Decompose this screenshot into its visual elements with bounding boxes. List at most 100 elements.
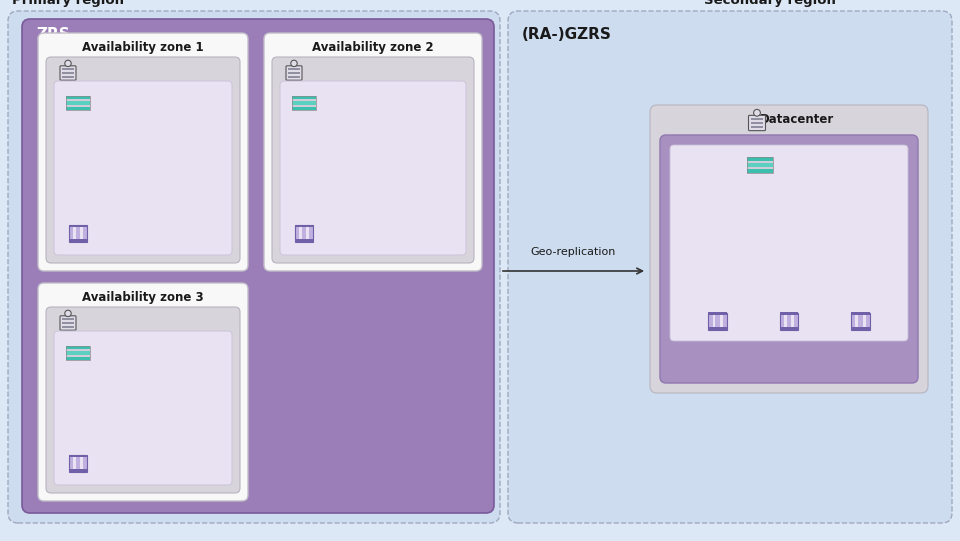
Text: Account: Account: [332, 108, 374, 118]
Bar: [66, 101, 89, 105]
Bar: [794, 315, 799, 327]
Bar: [292, 96, 316, 110]
Bar: [288, 72, 300, 74]
Text: LRS: LRS: [672, 143, 702, 157]
Bar: [69, 227, 73, 239]
Bar: [69, 457, 73, 469]
Bar: [66, 96, 89, 100]
Bar: [301, 227, 306, 239]
Bar: [858, 315, 862, 327]
Text: Datacenter: Datacenter: [344, 65, 419, 78]
Bar: [62, 326, 74, 328]
Bar: [715, 315, 720, 327]
FancyBboxPatch shape: [272, 57, 474, 263]
Bar: [748, 169, 774, 173]
Bar: [866, 315, 870, 327]
Bar: [62, 76, 74, 78]
Bar: [66, 107, 89, 110]
Bar: [76, 227, 80, 239]
Bar: [76, 457, 80, 469]
Text: Secondary region: Secondary region: [704, 0, 836, 7]
FancyBboxPatch shape: [60, 316, 76, 330]
Bar: [66, 100, 89, 101]
Bar: [62, 318, 74, 320]
FancyBboxPatch shape: [54, 81, 232, 255]
FancyBboxPatch shape: [670, 145, 908, 341]
Text: Copy 1: Copy 1: [106, 223, 142, 233]
Text: Account: Account: [106, 108, 148, 118]
Text: Storage: Storage: [106, 347, 147, 357]
Text: Account: Account: [808, 170, 851, 180]
Text: Storage: Storage: [332, 97, 372, 107]
Bar: [66, 357, 89, 360]
Bar: [66, 355, 89, 357]
Bar: [723, 315, 727, 327]
Bar: [62, 72, 74, 74]
Bar: [751, 122, 763, 124]
Bar: [780, 313, 799, 315]
Bar: [748, 163, 774, 167]
Text: Storage: Storage: [808, 159, 849, 169]
Text: Availability zone 3: Availability zone 3: [83, 291, 204, 304]
Bar: [292, 105, 316, 107]
Text: Datacenter: Datacenter: [114, 315, 188, 328]
FancyBboxPatch shape: [60, 66, 76, 80]
Text: Primary region: Primary region: [12, 0, 124, 7]
Bar: [66, 346, 89, 360]
FancyBboxPatch shape: [280, 81, 466, 255]
Bar: [69, 225, 87, 227]
Bar: [852, 327, 870, 329]
Bar: [66, 346, 89, 349]
Bar: [292, 100, 316, 101]
Bar: [69, 225, 87, 241]
Bar: [780, 315, 784, 327]
Text: Availability zone 1: Availability zone 1: [83, 41, 204, 54]
Bar: [780, 313, 799, 329]
Bar: [295, 227, 299, 239]
Text: Copy 2: Copy 2: [332, 223, 369, 233]
Bar: [66, 105, 89, 107]
Text: Copy 2: Copy 2: [771, 289, 807, 299]
Bar: [66, 351, 89, 355]
Circle shape: [64, 310, 71, 316]
Bar: [69, 239, 87, 241]
Bar: [852, 313, 870, 315]
Text: Storage: Storage: [106, 97, 147, 107]
Bar: [62, 322, 74, 324]
Bar: [748, 157, 774, 161]
Text: Geo-replication: Geo-replication: [531, 247, 616, 257]
FancyBboxPatch shape: [286, 66, 302, 80]
Text: Copy 3: Copy 3: [842, 289, 878, 299]
FancyBboxPatch shape: [22, 19, 494, 513]
FancyBboxPatch shape: [46, 307, 240, 493]
Bar: [787, 315, 791, 327]
Bar: [748, 157, 774, 173]
Bar: [309, 227, 313, 239]
Bar: [708, 313, 727, 315]
Bar: [852, 315, 855, 327]
Bar: [295, 225, 313, 227]
Bar: [84, 227, 87, 239]
FancyBboxPatch shape: [749, 115, 765, 130]
Bar: [751, 118, 763, 120]
Bar: [292, 101, 316, 105]
Text: Availability zone 2: Availability zone 2: [312, 41, 434, 54]
Bar: [295, 239, 313, 241]
Text: Copy 1: Copy 1: [700, 289, 735, 299]
Circle shape: [291, 60, 298, 67]
Bar: [748, 167, 774, 169]
Bar: [292, 107, 316, 110]
Bar: [780, 327, 799, 329]
Text: Copy 3: Copy 3: [106, 453, 142, 463]
FancyBboxPatch shape: [54, 331, 232, 485]
Bar: [69, 454, 87, 472]
FancyBboxPatch shape: [38, 283, 248, 501]
Circle shape: [754, 109, 760, 116]
Bar: [751, 127, 763, 128]
Text: ZRS: ZRS: [36, 27, 70, 42]
Bar: [852, 313, 870, 329]
FancyBboxPatch shape: [38, 33, 248, 271]
FancyBboxPatch shape: [660, 135, 918, 383]
Text: Datacenter: Datacenter: [760, 113, 834, 126]
Bar: [62, 68, 74, 70]
